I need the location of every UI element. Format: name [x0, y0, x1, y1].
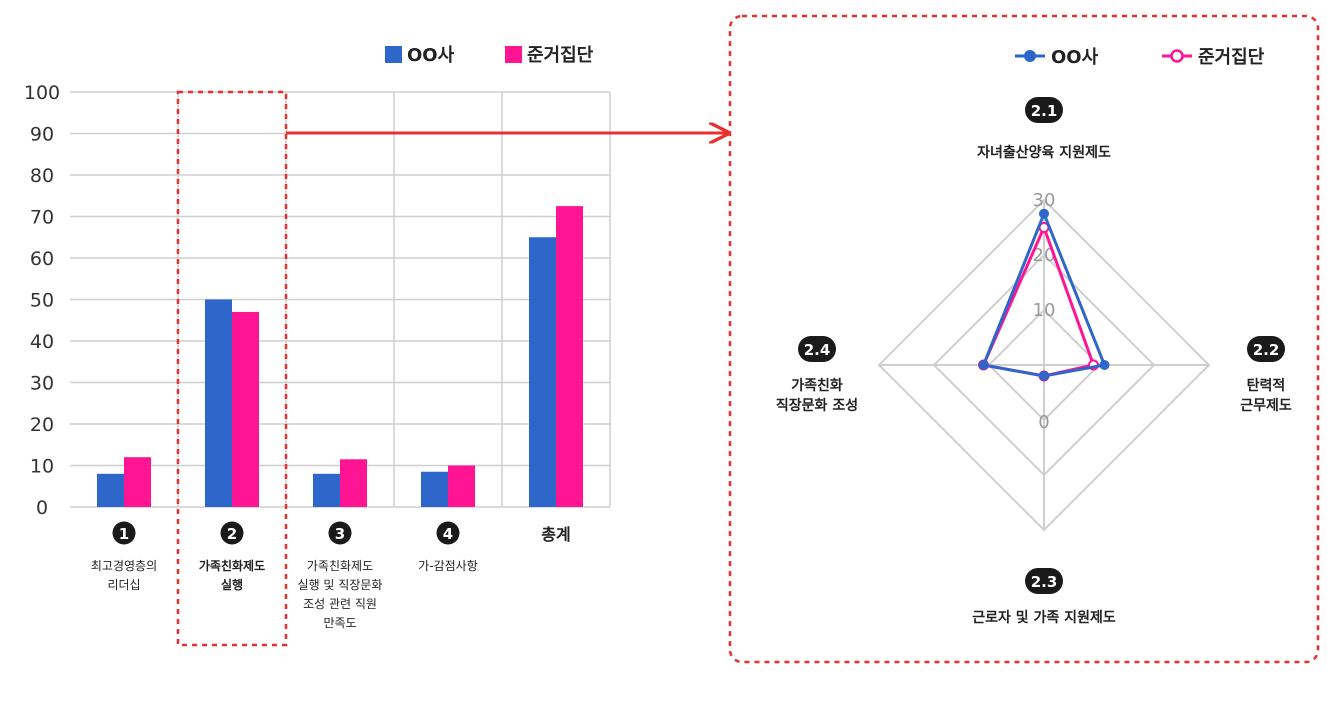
bar-benchmark [556, 206, 583, 507]
radar-tick-label: 0 [1038, 412, 1049, 433]
category-badge-number: 4 [443, 525, 453, 543]
axis-label: 가족친화 [791, 378, 843, 394]
axis-label: 자녀출산양육 지원제도 [977, 144, 1111, 161]
radar-tick-label: 20 [1033, 245, 1056, 266]
legend-label: OO사 [407, 45, 455, 66]
category-label: 리더십 [107, 578, 140, 592]
category-label: 실행 [221, 577, 243, 592]
y-tick-label: 70 [30, 207, 54, 229]
y-tick-label: 100 [24, 82, 60, 104]
category-badge-number: 3 [335, 525, 345, 543]
axis-label: 근무제도 [1240, 398, 1292, 414]
category-badge-number: 1 [119, 525, 129, 543]
bar-company [529, 237, 556, 507]
radar-tick-label: 10 [1033, 300, 1056, 321]
bar-company [313, 473, 340, 507]
axis-badge [798, 336, 836, 362]
legend-swatch [385, 46, 402, 63]
y-tick-label: 0 [36, 497, 48, 519]
axis-badge [1025, 568, 1063, 594]
radar-point [1099, 360, 1110, 370]
y-tick-label: 20 [30, 414, 54, 436]
y-tick-label: 90 [30, 124, 54, 146]
bar-benchmark [124, 457, 151, 507]
radar-point [978, 360, 989, 370]
y-tick-label: 60 [30, 248, 54, 270]
y-tick-label: 40 [30, 331, 54, 353]
category-label: 가족친화제도 [199, 558, 265, 573]
detail-box [728, 14, 1320, 664]
axis-badge-number: 2.3 [1031, 573, 1058, 591]
axis-label: 직장문화 조성 [776, 397, 858, 414]
legend-marker [1024, 50, 1036, 62]
category-label: 만족도 [323, 616, 356, 630]
category-badge [112, 521, 136, 545]
category-label: 최고경영층의 [91, 559, 157, 573]
bar-benchmark [448, 465, 475, 507]
category-badge-number: 2 [227, 525, 237, 543]
category-label: 실행 및 직장문화 [298, 577, 383, 592]
category-badge [220, 521, 244, 545]
bar-benchmark [232, 311, 259, 507]
bar-company [97, 473, 124, 507]
axis-badge-number: 2.2 [1253, 341, 1280, 359]
category-badge [328, 521, 352, 545]
y-tick-label: 80 [30, 165, 54, 187]
legend-marker [1170, 49, 1184, 63]
radar-point [1039, 208, 1049, 219]
axis-badge [1025, 97, 1063, 123]
radar-tick-label: 30 [1033, 190, 1056, 211]
category-label: 가족친화제도 [307, 559, 373, 573]
y-tick-label: 50 [30, 290, 54, 312]
legend-label: 준거집단 [1198, 47, 1265, 68]
axis-label: 탄력적 [1247, 377, 1286, 394]
y-tick-label: 10 [30, 456, 54, 478]
legend-label: OO사 [1051, 47, 1099, 68]
axis-badge [1247, 336, 1285, 362]
bar-company [421, 471, 448, 507]
axis-badge-number: 2.1 [1031, 102, 1058, 120]
bar-benchmark [340, 459, 367, 507]
category-badge [436, 521, 460, 545]
highlight-box [176, 90, 288, 647]
category-label: 총계 [541, 525, 570, 544]
axis-badge-number: 2.4 [804, 341, 831, 359]
legend-label: 준거집단 [527, 45, 594, 66]
axis-label: 근로자 및 가족 지원제도 [972, 609, 1116, 626]
category-label: 조성 관련 직원 [303, 597, 377, 611]
bar-company [205, 299, 232, 507]
legend-swatch [505, 46, 522, 63]
y-tick-label: 30 [30, 373, 54, 395]
category-label: 가-감점사항 [418, 559, 478, 573]
radar-point [1039, 371, 1049, 381]
